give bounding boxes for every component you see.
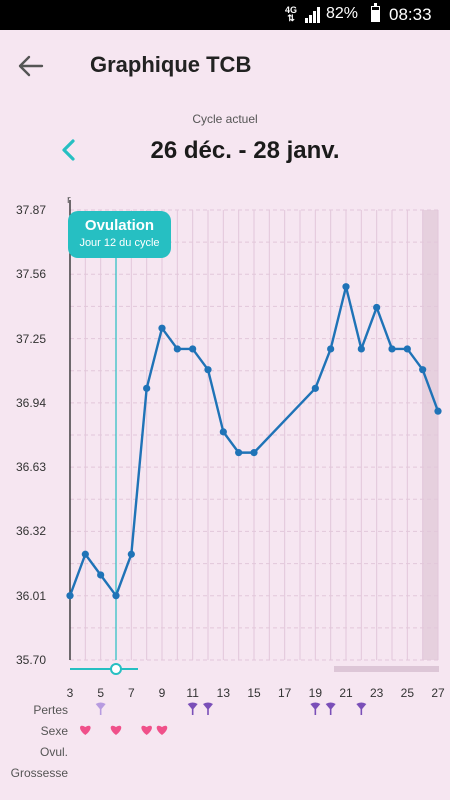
- page-title: Graphique TCB: [90, 52, 252, 77]
- data-point: [403, 345, 411, 353]
- data-point: [342, 283, 350, 291]
- battery-percent: 82%: [326, 5, 359, 22]
- back-arrow-icon[interactable]: [16, 52, 46, 80]
- y-tick-label: 36.32: [15, 524, 46, 539]
- signal-icon: [305, 7, 320, 23]
- x-tick-label: 15: [247, 686, 261, 700]
- data-point: [173, 345, 181, 353]
- pertes-drop-icon: [310, 702, 321, 715]
- x-tick-label: 13: [216, 686, 230, 700]
- chevron-left-icon[interactable]: [58, 137, 80, 163]
- y-tick-label: 36.94: [15, 395, 46, 410]
- y-tick-label: 37.25: [15, 331, 46, 346]
- data-point: [327, 345, 335, 353]
- ovulation-subtitle: Jour 12 du cycle: [79, 237, 160, 249]
- data-point: [388, 345, 396, 353]
- pertes-drop-icon: [356, 702, 367, 715]
- data-point: [158, 324, 166, 332]
- cycle-date-range: 26 déc. - 28 janv.: [150, 137, 340, 164]
- data-point: [189, 345, 197, 353]
- sexe-heart-icon: [80, 725, 91, 735]
- pertes-drop-icon: [203, 702, 213, 715]
- data-point: [204, 366, 212, 374]
- data-point: [127, 550, 135, 558]
- temperature-line: [68, 285, 440, 597]
- data-point: [143, 384, 151, 392]
- sexe-heart-icon: [110, 725, 122, 735]
- x-tick-label: 3: [66, 686, 74, 700]
- x-tick-label: 27: [431, 686, 445, 700]
- data-point: [97, 571, 105, 579]
- pertes-drop-icon: [325, 702, 336, 715]
- x-tick-label: 19: [308, 686, 322, 700]
- pertes-drop-icon: [95, 702, 106, 715]
- data-point: [235, 449, 243, 457]
- x-tick-label: 25: [400, 686, 414, 700]
- data-point: [373, 303, 381, 312]
- x-tick-label: 5: [97, 686, 104, 700]
- x-tick-label: 23: [369, 686, 384, 700]
- data-point: [311, 384, 319, 392]
- x-tick-label: 11: [186, 686, 199, 700]
- row-label-sexe: Sexe: [40, 724, 68, 738]
- cycle-label: Cycle actuel: [192, 112, 258, 126]
- ovulation-title: Ovulation: [84, 217, 155, 234]
- status-bar: 4G ⇅ 82% 08:33: [0, 0, 450, 30]
- pertes-drop-icon: [187, 702, 198, 715]
- data-point: [219, 428, 227, 436]
- sexe-heart-icon: [156, 725, 168, 735]
- data-point: [250, 449, 258, 457]
- y-tick-label: 37.56: [15, 267, 46, 282]
- row-label-grossesse: Grossesse: [10, 766, 68, 780]
- data-point: [81, 550, 89, 558]
- ovulation-callout[interactable]: Ovulation Jour 12 du cycle: [68, 211, 171, 258]
- top-axis-fragment: r: [67, 194, 71, 206]
- sexe-heart-icon: [141, 725, 152, 735]
- network-indicator: 4G ⇅: [285, 5, 298, 23]
- y-tick-label: 36.63: [15, 460, 46, 475]
- data-point: [112, 592, 120, 600]
- data-point: [419, 366, 427, 374]
- row-label-ovul: Ovul.: [39, 745, 68, 759]
- scroll-range-bar: [334, 666, 439, 672]
- x-tick-label: 9: [158, 686, 166, 700]
- data-point: [357, 345, 365, 353]
- y-tick-label: 36.01: [15, 588, 46, 603]
- x-tick-label: 7: [127, 686, 135, 700]
- ovulation-slider-handle[interactable]: [110, 663, 122, 675]
- data-point: [66, 592, 74, 600]
- clock: 08:33: [389, 5, 432, 24]
- x-tick-label: 17: [277, 686, 292, 700]
- y-tick-label: 35.70: [15, 653, 46, 667]
- y-tick-label: 37.87: [15, 203, 46, 217]
- data-point: [434, 407, 442, 415]
- x-tick-label: 21: [339, 686, 353, 700]
- battery-icon: [371, 3, 380, 22]
- row-label-pertes: Pertes: [33, 703, 68, 717]
